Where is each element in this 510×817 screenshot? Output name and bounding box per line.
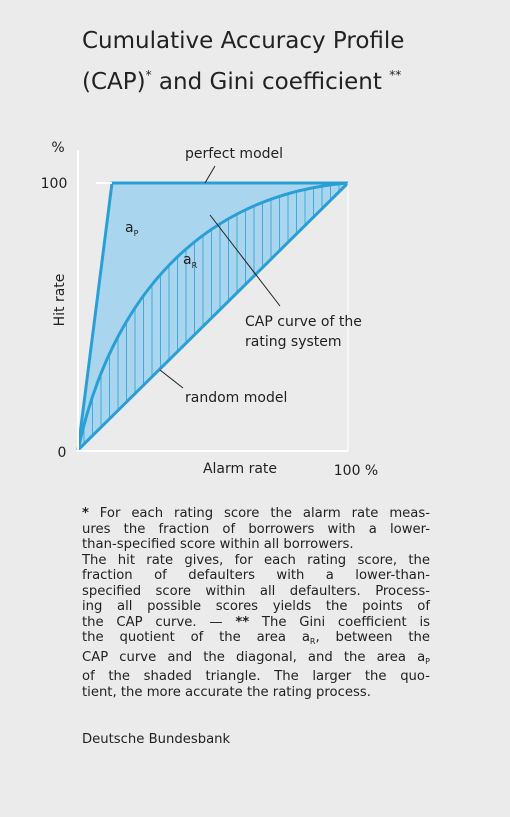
area-sub: R [192, 261, 198, 270]
footnote-sub: P [425, 656, 430, 666]
footnote-mark: * [82, 506, 89, 521]
area-base: a [125, 220, 134, 236]
source: Deutsche Bundesbank [82, 732, 231, 747]
area-sub: P [134, 229, 139, 238]
x-end: 100 % [334, 463, 378, 479]
footnote-line: the CAP curve. — ** The Gini coefficient… [82, 615, 430, 631]
area-base: a [183, 252, 192, 268]
footnote-line: fraction of defaulters with a lower-than… [82, 568, 430, 583]
leader [209, 214, 281, 307]
footnote-mark: ** [235, 614, 250, 630]
leader [159, 369, 184, 389]
title-text: and Gini coefficient [151, 69, 390, 95]
cap-label: CAP curve of the [245, 314, 362, 330]
origin: 0 [58, 445, 67, 461]
footnote-line: The hit rate gives, for each rating scor… [82, 552, 430, 568]
footnote-line: ing all possible scores yields the point… [82, 599, 430, 614]
y-axis-label: Hit rate [52, 274, 68, 327]
footnote-line: of the shaded triangle. The larger the q… [82, 669, 430, 684]
perfect-label: perfect model [185, 146, 283, 162]
footnote-text: For each rating score the alarm rate mea… [88, 506, 430, 521]
random-label: random model [185, 390, 287, 406]
diagram: % 100 0 Hit rate Alarm rate 100 % perfec… [41, 140, 379, 479]
random-line [76, 181, 350, 452]
footnote-text: The Gini coefficient is [249, 614, 430, 630]
footnote-line: the quotient of the area aR, between the [82, 630, 430, 650]
footnote-sub: R [309, 637, 316, 646]
footnote-text: CAP curve and the diagonal, and the area… [82, 649, 426, 665]
footnote-text: the CAP curve. — [82, 614, 236, 630]
footnote-text: , between the [315, 630, 431, 645]
footnote: * For each rating score the alarm rate m… [82, 506, 430, 700]
title-mark: * [145, 68, 152, 82]
y-unit: % [51, 140, 64, 156]
leader [204, 165, 216, 184]
footnote-text: the quotient of the area a [82, 630, 310, 645]
title-line: (CAP)* and Gini coefficient ** [82, 58, 404, 99]
area-r: aR [183, 252, 198, 270]
footnote-line: tient, the more accurate the rating proc… [82, 684, 371, 700]
footnote-line: ures the fraction of borrowers with a lo… [82, 521, 430, 537]
footnote-line: than-specified score within all borrower… [82, 537, 354, 552]
footnote-line: specified score within all defaulters. P… [82, 583, 430, 599]
title-line: Cumulative Accuracy Profile [82, 28, 405, 54]
title: Cumulative Accuracy Profile (CAP)* and G… [82, 24, 404, 99]
footnote-line: CAP curve and the diagonal, and the area… [82, 650, 430, 670]
title-text: (CAP) [82, 69, 146, 95]
area-p: aP [125, 220, 139, 238]
footnote-line: * For each rating score the alarm rate m… [82, 506, 430, 522]
cap-label: rating system [245, 334, 342, 350]
title-mark: ** [389, 68, 402, 82]
y-top: 100 [41, 176, 68, 192]
hatching [83, 183, 340, 445]
cap-curve [76, 181, 349, 451]
x-axis-label: Alarm rate [203, 461, 277, 477]
